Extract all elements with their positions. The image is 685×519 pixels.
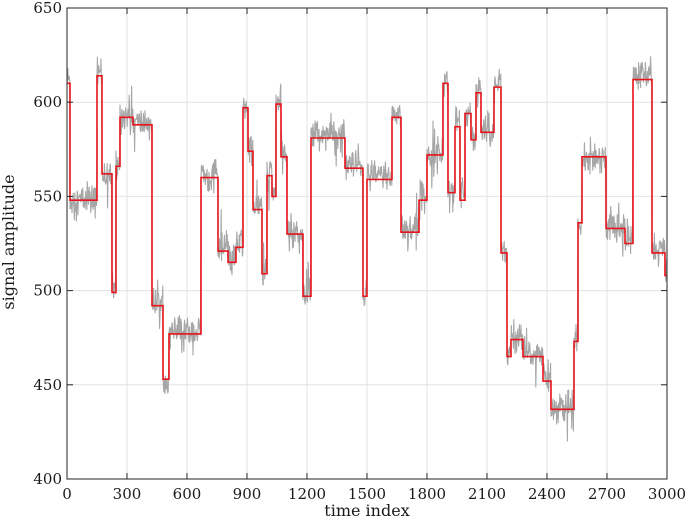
x-tick-label: 2100 — [468, 485, 506, 503]
step-fit-layer — [67, 75, 667, 411]
plot-frame — [66, 7, 668, 480]
x-tick-label: 1200 — [288, 485, 326, 503]
y-tick-label: 550 — [33, 187, 62, 205]
x-tick-label: 3000 — [648, 485, 685, 503]
y-tick-label: 600 — [33, 93, 62, 111]
x-tick-label: 1800 — [408, 485, 446, 503]
x-tick-label: 600 — [173, 485, 202, 503]
y-tick-label: 400 — [33, 470, 62, 488]
y-tick-label: 500 — [33, 282, 62, 300]
step-fit-line — [67, 75, 667, 411]
x-tick-label: 1500 — [348, 485, 386, 503]
x-axis-label: time index — [324, 501, 409, 519]
y-tick-label: 450 — [33, 376, 62, 394]
y-tick-label: 650 — [33, 0, 62, 17]
x-tick-label: 0 — [62, 485, 72, 503]
x-tick-label: 2700 — [588, 485, 626, 503]
x-tick-label: 2400 — [528, 485, 566, 503]
x-tick-label: 900 — [233, 485, 262, 503]
x-tick-label: 300 — [113, 485, 142, 503]
y-axis-label: signal amplitude — [0, 174, 18, 309]
axes-layer: 0 300 600 900 1200 1500 1800 2100 2400 2700 3000 40… — [33, 0, 685, 503]
